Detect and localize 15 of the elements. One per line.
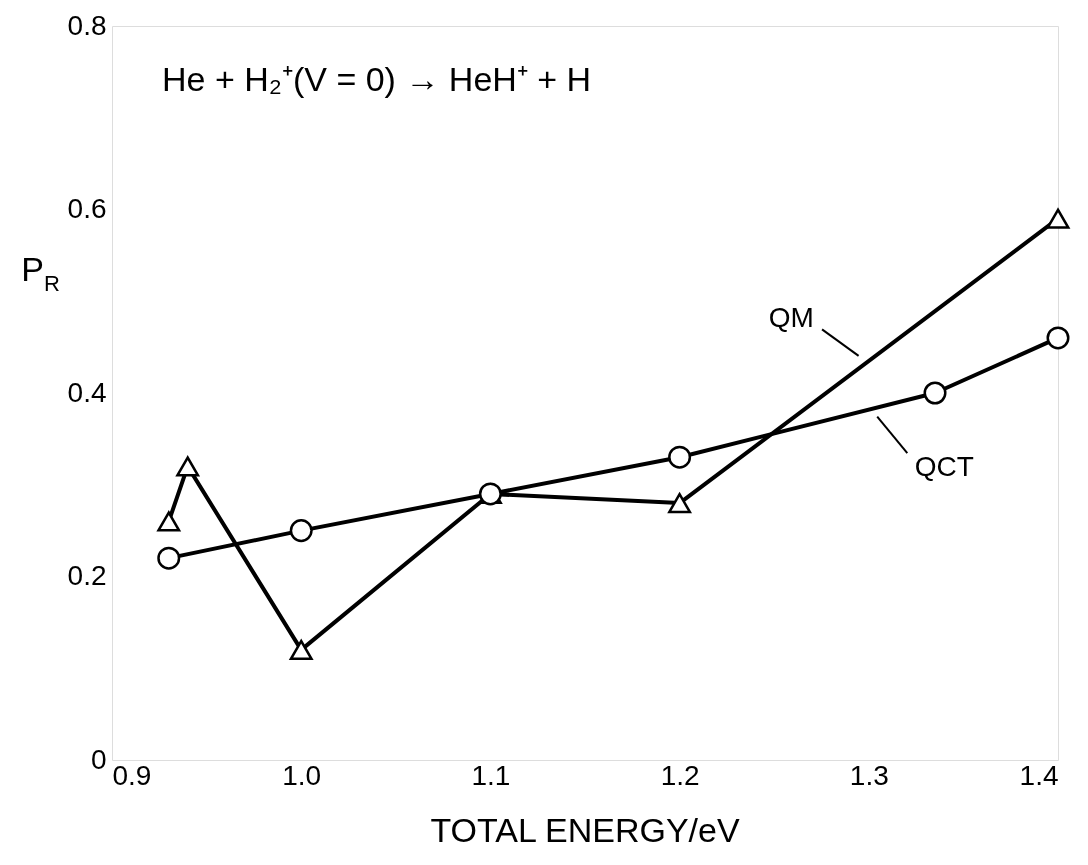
x-tick-label: 1.2 bbox=[660, 759, 700, 791]
x-tick-label: 1.4 bbox=[1019, 759, 1059, 791]
x-tick-label: 1.3 bbox=[849, 759, 889, 791]
y-tick-label: 0.6 bbox=[67, 193, 107, 224]
x-tick-label: 0.9 bbox=[112, 759, 152, 791]
y-tick-label: 0.4 bbox=[67, 376, 107, 408]
y-tick-label: 0.8 bbox=[67, 9, 107, 41]
legend-label: QCT bbox=[914, 450, 974, 482]
series-label: QM bbox=[768, 301, 814, 333]
x-tick-label: 1.1 bbox=[471, 759, 511, 791]
y-tick-label: 0 bbox=[90, 743, 107, 775]
x-tick-label: 1.0 bbox=[282, 759, 322, 791]
annotation: He + H₂⁺(V = 0) → HeH⁺ + H bbox=[162, 60, 592, 98]
y-tick-label: 0.2 bbox=[67, 560, 107, 591]
x-axis-title: TOTAL ENERGY/eV bbox=[430, 811, 740, 849]
